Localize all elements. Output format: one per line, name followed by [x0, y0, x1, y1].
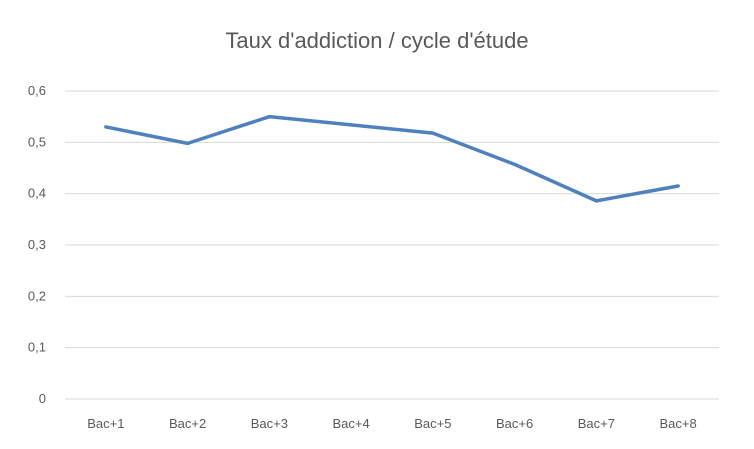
y-tick-label: 0,3	[28, 237, 46, 252]
x-tick-label: Bac+7	[578, 416, 615, 431]
series-line	[104, 114, 680, 203]
x-axis-ticks: Bac+1 Bac+2 Bac+3 Bac+4 Bac+5 Bac+6 Bac+7 Bac+8	[87, 416, 696, 431]
x-tick-label: Bac+4	[333, 416, 370, 431]
y-tick-label: 0,1	[28, 340, 46, 355]
gridlines	[65, 90, 719, 400]
y-tick-label: 0,2	[28, 288, 46, 303]
x-tick-label: Bac+8	[660, 416, 697, 431]
y-tick-label: 0	[39, 391, 46, 406]
x-tick-label: Bac+5	[414, 416, 451, 431]
x-tick-label: Bac+3	[251, 416, 288, 431]
x-tick-label: Bac+2	[169, 416, 206, 431]
x-tick-label: Bac+6	[496, 416, 533, 431]
y-tick-label: 0,4	[28, 186, 46, 201]
x-tick-label: Bac+1	[87, 416, 124, 431]
series-layer	[104, 114, 680, 203]
y-axis-ticks: 0 0,1 0,2 0,3 0,4 0,5 0,6	[28, 83, 46, 406]
y-tick-label: 0,5	[28, 134, 46, 149]
y-tick-label: 0,6	[28, 83, 46, 98]
chart-title: Taux d'addiction / cycle d'étude	[225, 28, 529, 53]
